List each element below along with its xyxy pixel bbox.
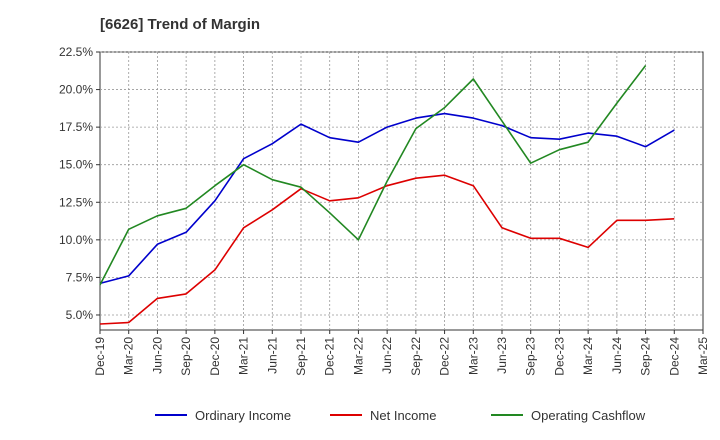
x-tick-label: Mar-21 xyxy=(237,337,251,375)
legend: Ordinary Income Net Income Operating Cashf… xyxy=(155,408,646,423)
y-tick-label: 12.5% xyxy=(59,195,93,209)
y-tick-label: 10.0% xyxy=(59,233,93,247)
x-tick-label: Jun-23 xyxy=(495,337,509,374)
x-tick-label: Mar-23 xyxy=(466,337,480,375)
legend-label-ordinary-income: Ordinary Income xyxy=(195,408,291,423)
series-line-ordinary-income xyxy=(99,112,675,285)
x-tick-label: Sep-23 xyxy=(524,337,538,376)
y-tick-label: 15.0% xyxy=(59,158,93,172)
series-layer xyxy=(99,65,675,325)
x-tick-label: Jun-21 xyxy=(265,337,279,374)
y-tick-label: 17.5% xyxy=(59,120,93,134)
x-tick-label: Dec-23 xyxy=(552,337,566,376)
legend-label-operating-cashflow: Operating Cashflow xyxy=(531,408,646,423)
x-tick-label: Sep-24 xyxy=(639,337,653,376)
x-tick-label: Sep-21 xyxy=(294,337,308,376)
x-tick-label: Jun-24 xyxy=(610,337,624,374)
x-tick-label: Mar-24 xyxy=(581,337,595,375)
x-tick-label: Dec-19 xyxy=(93,337,107,376)
x-tick-label: Dec-21 xyxy=(323,337,337,376)
plot-area xyxy=(99,51,704,331)
x-tick-label: Jun-20 xyxy=(150,337,164,374)
legend-label-net-income: Net Income xyxy=(370,408,436,423)
series-line-net-income xyxy=(99,174,675,325)
x-tick-label: Mar-22 xyxy=(351,337,365,375)
x-tick-label: Dec-20 xyxy=(208,337,222,376)
x-tick-label: Sep-20 xyxy=(179,337,193,376)
y-tick-label: 7.5% xyxy=(66,270,94,284)
chart-title: [6626] Trend of Margin xyxy=(100,16,261,33)
x-tick-label: Sep-22 xyxy=(409,337,423,376)
x-tick-label: Jun-22 xyxy=(380,337,394,374)
y-tick-label: 5.0% xyxy=(66,308,94,322)
x-tick-label: Mar-25 xyxy=(696,337,710,375)
y-axis: 5.0% 7.5% 10.0% 12.5% 15.0% 17.5% 20.0% 22.5% xyxy=(59,45,100,322)
y-tick-label: 22.5% xyxy=(59,45,93,59)
series-line-operating-cashflow xyxy=(99,65,647,286)
grid-layer xyxy=(100,51,703,330)
x-axis: Dec-19 Mar-20 Jun-20 Sep-20 Dec-20 Mar-21 Jun-… xyxy=(93,330,710,376)
x-tick-label: Dec-24 xyxy=(667,337,681,376)
x-tick-label: Dec-22 xyxy=(438,337,452,376)
x-tick-label: Mar-20 xyxy=(122,337,136,375)
y-tick-label: 20.0% xyxy=(59,83,93,97)
